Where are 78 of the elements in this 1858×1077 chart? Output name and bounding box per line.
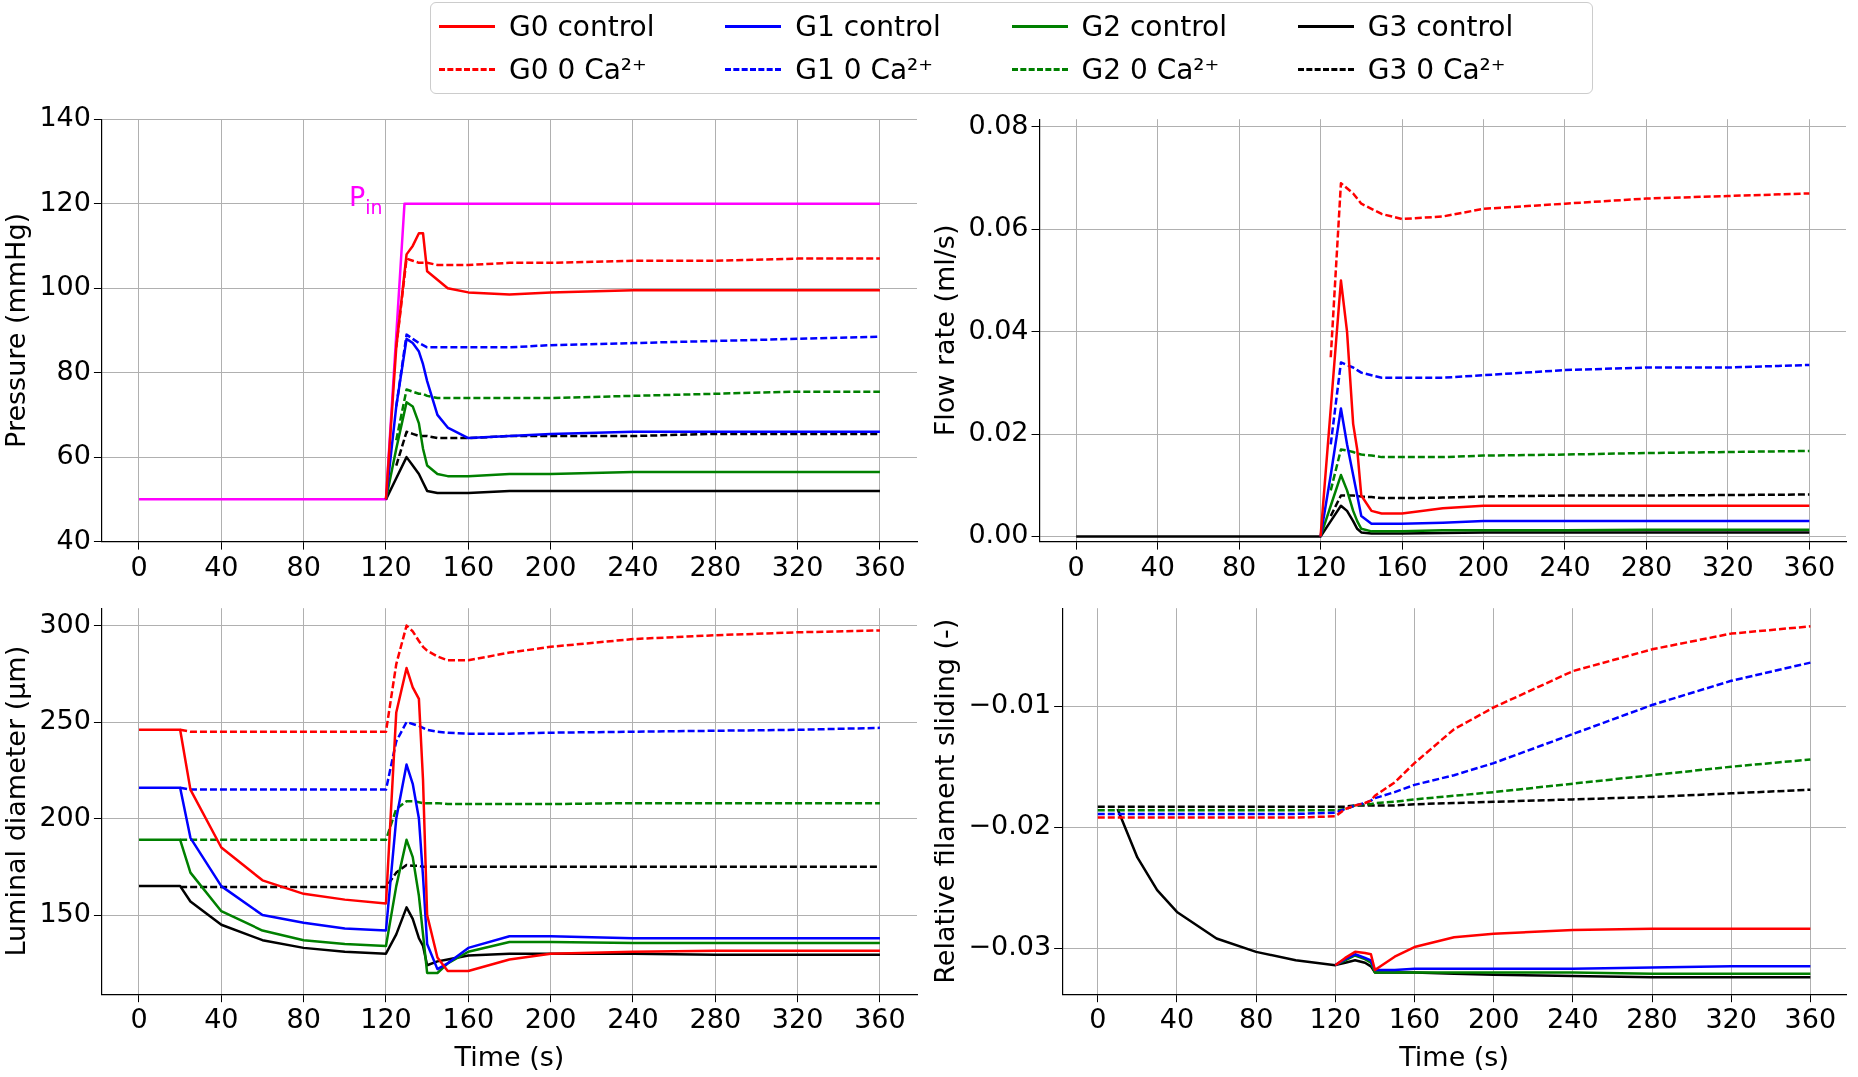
- x-tick-label: 360: [854, 1003, 906, 1035]
- y-tick-label: 200: [39, 800, 91, 832]
- x-tick-label: 320: [771, 550, 824, 582]
- x-tick-label: 200: [1457, 550, 1510, 582]
- x-tick-label: 80: [1221, 550, 1257, 582]
- y-tick-label: 300: [39, 607, 91, 639]
- y-axis-title: Relative filament sliding (-): [929, 618, 961, 984]
- legend-label: G3 0 Ca²⁺: [1367, 53, 1506, 86]
- y-tick-label: 0.00: [968, 518, 1029, 550]
- x-tick-label: 160: [1376, 550, 1428, 582]
- y-tick-label: 100: [39, 270, 91, 302]
- x-tick-label: 120: [360, 1003, 412, 1035]
- y-axis-title: Pressure (mmHg): [0, 212, 32, 448]
- legend-label: G0 control: [509, 10, 655, 43]
- x-tick-label: 200: [524, 550, 577, 582]
- x-tick-label: 40: [204, 550, 239, 582]
- x-tick-label: 360: [1784, 1003, 1837, 1035]
- line-series: [1329, 361, 1811, 446]
- y-axis-title: Flow rate (ml/s): [929, 224, 961, 437]
- y-tick-label: 140: [39, 101, 91, 133]
- x-tick-label: 320: [771, 1003, 824, 1035]
- y-tick-label: −0.02: [968, 809, 1052, 841]
- x-tick-label: 280: [1620, 550, 1673, 582]
- x-tick-label: 280: [1626, 1003, 1678, 1035]
- legend-label: G1 0 Ca²⁺: [795, 53, 934, 86]
- x-tick-label: 320: [1702, 550, 1754, 582]
- x-tick-label: 120: [1294, 550, 1347, 582]
- y-tick-label: 250: [39, 704, 91, 736]
- y-tick-label: 0.08: [968, 108, 1029, 140]
- y-tick-label: 0.02: [968, 416, 1029, 448]
- y-tick-label: −0.01: [968, 688, 1052, 720]
- y-axis-title: Luminal diameter (μm): [0, 645, 32, 957]
- x-tick-label: 360: [854, 550, 906, 582]
- x-tick-label: 280: [689, 1003, 742, 1035]
- line-series: [1096, 661, 1812, 816]
- line-series: [1096, 788, 1812, 808]
- x-tick-label: 360: [1783, 550, 1836, 582]
- x-tick-label: 200: [524, 1003, 577, 1035]
- y-tick-label: 80: [56, 354, 91, 386]
- x-tick-label: 320: [1705, 1003, 1757, 1035]
- x-tick-label: 80: [286, 1003, 321, 1035]
- y-tick-label: 120: [39, 185, 91, 217]
- x-tick-label: 240: [1539, 550, 1591, 582]
- x-tick-label: 40: [1159, 1003, 1195, 1035]
- x-tick-label: 160: [1388, 1003, 1441, 1035]
- legend-label: G2 0 Ca²⁺: [1081, 53, 1220, 86]
- x-tick-label: 40: [204, 1003, 239, 1035]
- line-series: [1096, 625, 1812, 819]
- y-tick-label: 150: [39, 897, 91, 929]
- line-series: [1329, 448, 1811, 492]
- x-tick-label: 280: [689, 550, 742, 582]
- x-tick-label: 80: [286, 550, 321, 582]
- x-tick-label: 0: [130, 1003, 148, 1035]
- x-tick-label: 160: [442, 1003, 495, 1035]
- legend-label: G3 control: [1367, 10, 1514, 43]
- x-tick-label: 0: [1067, 550, 1085, 582]
- legend-label: G0 0 Ca²⁺: [509, 53, 647, 86]
- line-series: [1096, 758, 1812, 812]
- x-tick-label: 80: [1238, 1003, 1274, 1035]
- y-tick-label: 60: [56, 439, 91, 471]
- x-tick-label: 240: [607, 550, 659, 582]
- x-axis-title: Time (s): [453, 1040, 565, 1072]
- x-tick-label: 40: [1140, 550, 1175, 582]
- y-tick-label: 0.04: [968, 313, 1029, 345]
- x-tick-label: 0: [130, 550, 148, 582]
- x-axis-title: Time (s): [1398, 1040, 1509, 1072]
- y-tick-label: 40: [56, 523, 91, 555]
- x-tick-label: 240: [1547, 1003, 1599, 1035]
- x-tick-label: 160: [442, 550, 495, 582]
- x-tick-label: 120: [360, 550, 412, 582]
- x-tick-label: 240: [607, 1003, 659, 1035]
- x-tick-label: 120: [1309, 1003, 1362, 1035]
- x-tick-label: 0: [1089, 1003, 1107, 1035]
- x-tick-label: 200: [1467, 1003, 1520, 1035]
- y-tick-label: 0.06: [968, 211, 1029, 243]
- y-tick-label: −0.03: [968, 930, 1052, 962]
- legend-label: G1 control: [795, 10, 941, 43]
- legend-label: G2 control: [1081, 10, 1227, 43]
